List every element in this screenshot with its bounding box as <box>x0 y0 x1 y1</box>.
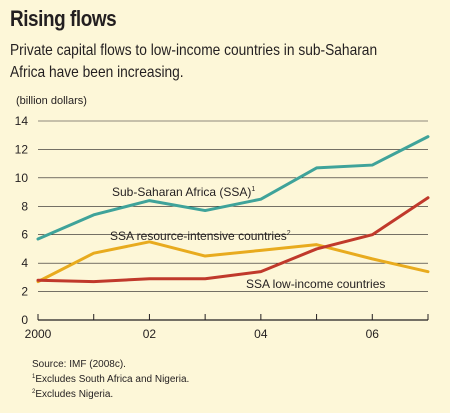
y-tick-label-0: 0 <box>21 313 28 327</box>
series-line-ssa-resource-intensive <box>36 240 430 284</box>
x-tick-label-2006: 06 <box>366 327 380 341</box>
series-label-text-ssa-total: Sub-Saharan Africa (SSA) <box>112 185 251 199</box>
series-label-text-ssa-low-income: SSA low-income countries <box>246 277 385 291</box>
y-axis-unit-label: (billion dollars) <box>16 95 87 107</box>
subtitle-line-1: Private capital flows to low-income coun… <box>10 42 378 59</box>
series-label-ssa-low-income: SSA low-income countries <box>246 277 385 291</box>
series-label-text-ssa-resource-intensive: SSA resource-intensive countries <box>110 229 287 243</box>
chart-subtitle: Private capital flows to low-income coun… <box>10 40 440 84</box>
footnote-1-mark: 1 <box>32 374 36 380</box>
x-tick-label-2000: 2000 <box>25 327 52 341</box>
series-label-footnote-ssa-total: 1 <box>251 186 255 193</box>
footnote-2-mark: 2 <box>32 389 36 395</box>
chart-notes: Source: IMF (2008c). 1Excludes South Afr… <box>32 357 189 402</box>
series-label-ssa-total: Sub-Saharan Africa (SSA)1 <box>112 185 255 199</box>
x-tick-label-2004: 04 <box>254 327 268 341</box>
y-tick-label-10: 10 <box>15 171 29 185</box>
y-tick-label-12: 12 <box>15 142 29 156</box>
series-line-ssa-total <box>36 135 430 241</box>
y-tick-label-8: 8 <box>21 199 28 213</box>
chart-title: Rising flows <box>10 6 117 31</box>
y-tick-label-2: 2 <box>21 285 28 299</box>
series-label-ssa-resource-intensive: SSA resource-intensive countries2 <box>110 229 291 243</box>
subtitle-line-2: Africa have been increasing. <box>10 64 184 81</box>
source-note: Source: IMF (2008c). <box>32 359 126 370</box>
footnote-2-text: Excludes Nigeria. <box>35 389 114 400</box>
footnote-1: 1Excludes South Africa and Nigeria. <box>32 372 189 387</box>
footnote-2: 2Excludes Nigeria. <box>32 387 189 402</box>
series-line-ssa-low-income <box>36 196 430 284</box>
y-tick-label-14: 14 <box>15 114 29 128</box>
y-tick-label-4: 4 <box>21 256 28 270</box>
y-tick-label-6: 6 <box>21 228 28 242</box>
footnote-1-text: Excludes South Africa and Nigeria. <box>35 374 190 385</box>
series-label-footnote-ssa-resource-intensive: 2 <box>287 230 291 237</box>
x-tick-label-2002: 02 <box>143 327 157 341</box>
